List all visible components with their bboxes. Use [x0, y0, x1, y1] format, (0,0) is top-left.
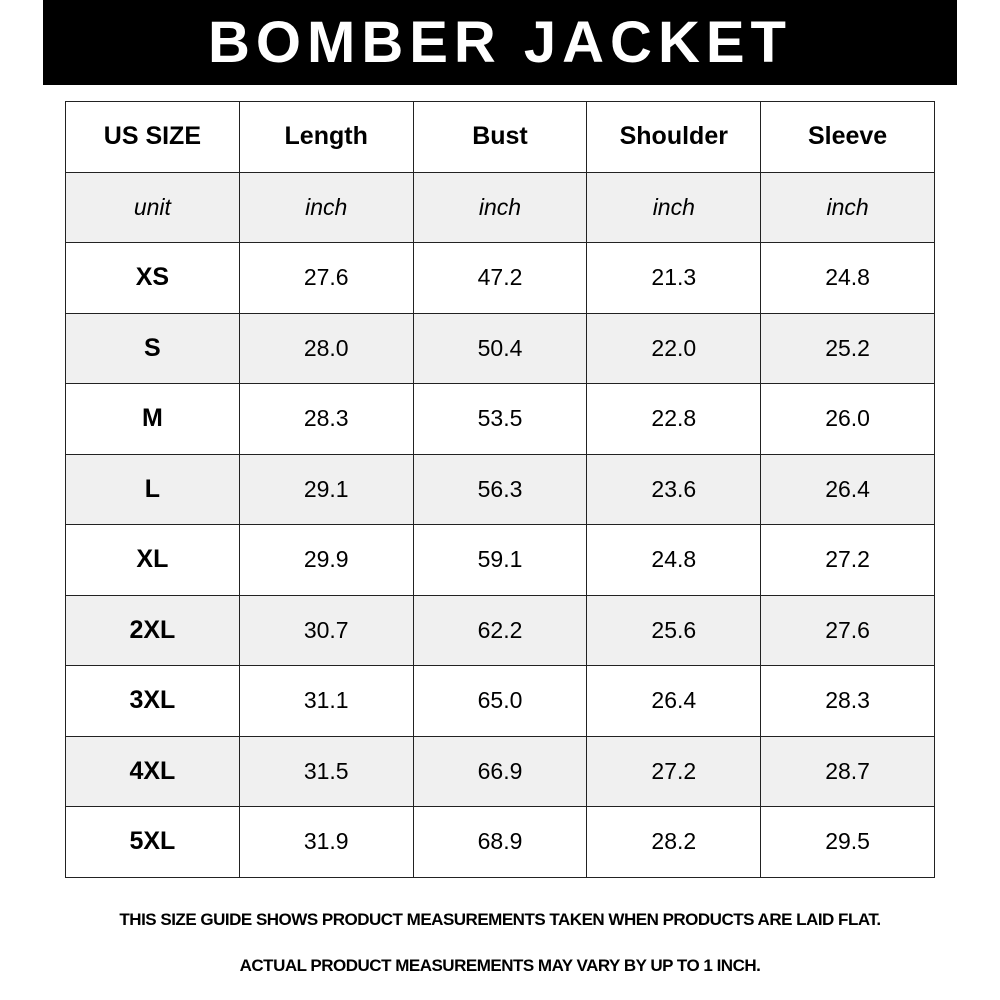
unit-row-cell: inch: [238, 171, 414, 243]
measurement-cell: 26.4: [760, 453, 935, 525]
measurement-cell: 29.9: [238, 524, 414, 596]
measurement-cell: 23.6: [586, 453, 762, 525]
measurement-cell: 62.2: [412, 594, 588, 666]
header-row-cell: Shoulder: [586, 101, 762, 173]
size-cell: 5XL: [65, 806, 240, 878]
measurement-cell: 59.1: [412, 524, 588, 596]
measurement-cell: 21.3: [586, 242, 762, 314]
unit-row-cell: inch: [412, 171, 588, 243]
measurement-cell: 29.1: [238, 453, 414, 525]
measurement-cell: 27.2: [760, 524, 935, 596]
header-row-cell: US SIZE: [65, 101, 240, 173]
measurement-cell: 24.8: [760, 242, 935, 314]
table-row: 4XL 31.5 66.9 27.2 28.7: [65, 735, 935, 807]
header-row-cell: Length: [238, 101, 414, 173]
measurement-cell: 50.4: [412, 312, 588, 384]
unit-row-cell: unit: [65, 171, 240, 243]
page-title: BOMBER JACKET: [208, 9, 792, 75]
measurement-cell: 31.9: [238, 806, 414, 878]
measurement-cell: 27.2: [586, 735, 762, 807]
size-chart-table: US SIZE Length Bust Shoulder Sleeve unit inch i…: [65, 101, 935, 878]
measurement-cell: 28.0: [238, 312, 414, 384]
measurement-cell: 31.1: [238, 665, 414, 737]
table-row: XS 27.6 47.2 21.3 24.8: [65, 242, 935, 314]
size-cell: XL: [65, 524, 240, 596]
measurement-cell: 22.0: [586, 312, 762, 384]
table-row: L 29.1 56.3 23.6 26.4: [65, 453, 935, 525]
measurement-cell: 30.7: [238, 594, 414, 666]
measurement-cell: 56.3: [412, 453, 588, 525]
size-cell: 2XL: [65, 594, 240, 666]
header-row: US SIZE Length Bust Shoulder Sleeve: [65, 101, 935, 173]
measurement-cell: 31.5: [238, 735, 414, 807]
unit-row: unit inch inch inch inch: [65, 171, 935, 243]
table-row: XL 29.9 59.1 24.8 27.2: [65, 524, 935, 596]
title-banner: BOMBER JACKET: [43, 0, 957, 85]
table-row: 2XL 30.7 62.2 25.6 27.6: [65, 594, 935, 666]
measurement-cell: 28.3: [760, 665, 935, 737]
size-cell: 3XL: [65, 665, 240, 737]
measurement-cell: 22.8: [586, 383, 762, 455]
header-row-cell: Sleeve: [760, 101, 935, 173]
measurement-cell: 53.5: [412, 383, 588, 455]
table-row: 3XL 31.1 65.0 26.4 28.3: [65, 665, 935, 737]
footer-note-2: ACTUAL PRODUCT MEASUREMENTS MAY VARY BY …: [239, 956, 761, 975]
unit-row-cell: inch: [760, 171, 935, 243]
measurement-cell: 26.4: [586, 665, 762, 737]
size-cell: XS: [65, 242, 240, 314]
size-cell: L: [65, 453, 240, 525]
measurement-cell: 28.3: [238, 383, 414, 455]
measurement-cell: 26.0: [760, 383, 935, 455]
measurement-cell: 24.8: [586, 524, 762, 596]
header-row-cell: Bust: [412, 101, 588, 173]
size-cell: 4XL: [65, 735, 240, 807]
measurement-cell: 25.6: [586, 594, 762, 666]
measurement-cell: 47.2: [412, 242, 588, 314]
measurement-cell: 27.6: [760, 594, 935, 666]
measurement-cell: 65.0: [412, 665, 588, 737]
measurement-cell: 27.6: [238, 242, 414, 314]
size-cell: S: [65, 312, 240, 384]
measurement-cell: 25.2: [760, 312, 935, 384]
measurement-cell: 66.9: [412, 735, 588, 807]
measurement-cell: 28.2: [586, 806, 762, 878]
table-row: S 28.0 50.4 22.0 25.2: [65, 312, 935, 384]
table-row: 5XL 31.9 68.9 28.2 29.5: [65, 806, 935, 878]
measurement-cell: 68.9: [412, 806, 588, 878]
footer-note-1: THIS SIZE GUIDE SHOWS PRODUCT MEASUREMEN…: [119, 910, 881, 929]
table-row: M 28.3 53.5 22.8 26.0: [65, 383, 935, 455]
measurement-cell: 28.7: [760, 735, 935, 807]
measurement-cell: 29.5: [760, 806, 935, 878]
size-cell: M: [65, 383, 240, 455]
unit-row-cell: inch: [586, 171, 762, 243]
